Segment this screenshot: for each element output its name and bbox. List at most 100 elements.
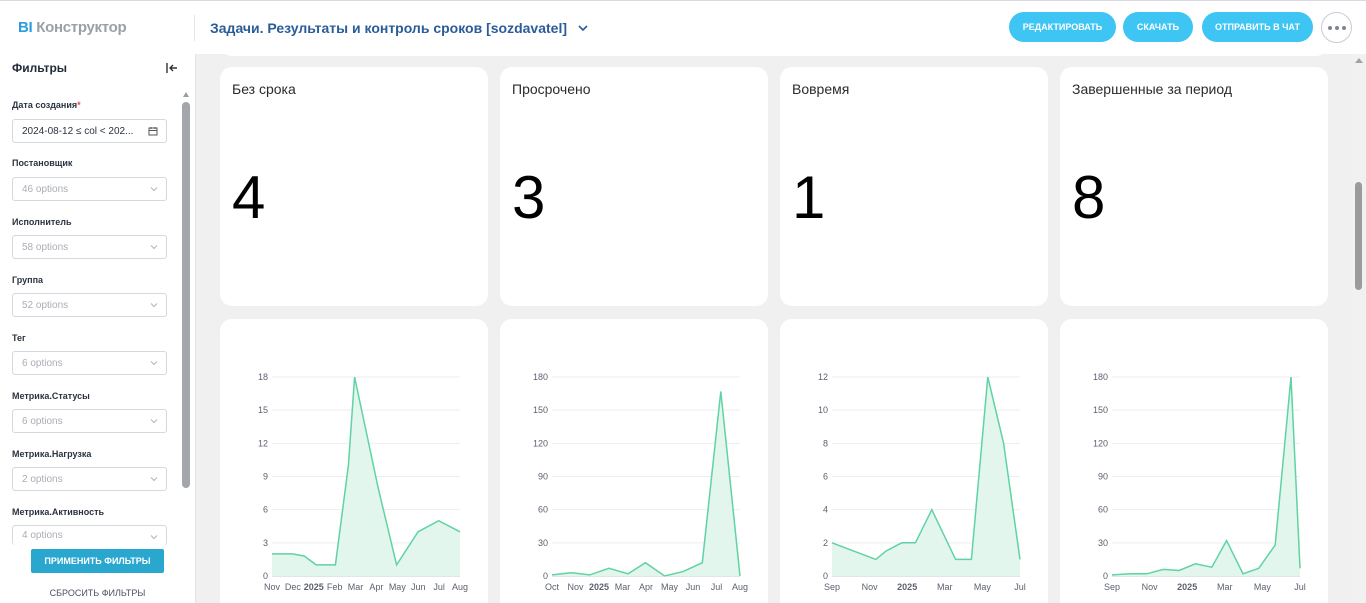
- date-range-input[interactable]: 2024-08-12 ≤ col < 202...: [12, 119, 167, 143]
- filter-label-statuses: Метрика.Статусы: [12, 391, 90, 401]
- x-tick-label: Sep: [824, 582, 840, 592]
- x-tick-label: Aug: [732, 582, 748, 592]
- scroll-up-arrow[interactable]: [1355, 58, 1363, 63]
- filters-sidebar: Фильтры Дата создания* 2024-08-12 ≤ col …: [0, 54, 194, 603]
- x-tick-label: Mar: [348, 582, 364, 592]
- reset-filters-button[interactable]: СБРОСИТЬ ФИЛЬТРЫ: [49, 588, 146, 598]
- area-chart-no-deadline: 0 3 6 9 12 15 18 Nov Dec 2025 Feb Mar Apr May Jun Jul Au…: [258, 372, 468, 592]
- chevron-down-icon: [150, 361, 158, 366]
- dashboard-title[interactable]: Задачи. Результаты и контроль сроков [so…: [210, 20, 567, 36]
- filter-label-group: Группа: [12, 275, 44, 285]
- activity-select[interactable]: 4 options: [12, 525, 167, 545]
- y-tick-label: 9: [263, 472, 268, 482]
- kpi-value: 1: [792, 164, 826, 231]
- x-tick-label: Feb: [327, 582, 343, 592]
- select-value: 58 options: [22, 241, 69, 253]
- author-select[interactable]: 46 options: [12, 177, 167, 201]
- select-value: 6 options: [22, 415, 63, 427]
- chevron-down-icon[interactable]: [576, 21, 590, 35]
- y-tick-label: 18: [258, 372, 268, 382]
- scroll-up-arrow[interactable]: [183, 92, 189, 97]
- edit-button[interactable]: РЕДАКТИРОВАТЬ: [1009, 12, 1116, 42]
- series-line: [831, 376, 1021, 561]
- dot-icon: [1341, 25, 1346, 30]
- group-select[interactable]: 52 options: [12, 293, 167, 317]
- sidebar-scrollbar[interactable]: [182, 102, 190, 488]
- x-tick-label: May: [974, 582, 992, 592]
- x-tick-label: 2025: [897, 582, 917, 592]
- x-tick-label: May: [661, 582, 679, 592]
- send-to-chat-button[interactable]: ОТПРАВИТЬ В ЧАТ: [1202, 12, 1313, 42]
- x-tick-label: Mar: [615, 582, 631, 592]
- y-tick-label: 15: [258, 405, 268, 415]
- area-chart-overdue: 0 30 60 90 120 150 180 Oct Nov 2025 Mar Apr May Jun Ju…: [533, 372, 748, 592]
- y-tick-label: 6: [823, 472, 828, 482]
- statuses-select[interactable]: 6 options: [12, 409, 167, 433]
- date-range-value: 2024-08-12 ≤ col < 202...: [22, 125, 134, 137]
- y-tick-label: 60: [538, 505, 548, 515]
- select-value: 52 options: [22, 299, 69, 311]
- dot-icon: [1327, 25, 1332, 30]
- page-scrollbar[interactable]: [1351, 54, 1366, 603]
- y-tick-label: 0: [1103, 571, 1108, 581]
- load-select[interactable]: 2 options: [12, 467, 167, 491]
- y-tick-label: 3: [263, 538, 268, 548]
- chevron-down-icon: [150, 477, 158, 482]
- y-tick-label: 90: [538, 472, 548, 482]
- series-line: [272, 376, 461, 567]
- x-tick-label: Sep: [1104, 582, 1120, 592]
- apply-filters-button[interactable]: ПРИМЕНИТЬ ФИЛЬТРЫ: [31, 549, 164, 573]
- y-tick-label: 30: [1098, 538, 1108, 548]
- x-tick-label: Dec: [285, 582, 302, 592]
- filters-title: Фильтры: [12, 61, 68, 75]
- filter-label-created-date: Дата создания*: [12, 100, 81, 110]
- filter-label-load: Метрика.Нагрузка: [12, 449, 92, 459]
- y-tick-label: 2: [823, 538, 828, 548]
- dashboard-content: Без срока 4 Просрочено 3 Вовремя 1 Завер…: [195, 54, 1351, 603]
- y-tick-label: 6: [263, 505, 268, 515]
- y-tick-label: 150: [1093, 405, 1108, 415]
- logo-bi: BI: [18, 19, 33, 36]
- chart-card-on-time: 0 2 4 6 8 10 12 Sep Nov 2025 Mar May Jul: [780, 319, 1048, 603]
- more-options-button[interactable]: [1321, 12, 1352, 43]
- x-tick-label: Jul: [1014, 582, 1026, 592]
- y-tick-label: 120: [1093, 438, 1108, 448]
- filter-label-assignee: Исполнитель: [12, 217, 72, 227]
- x-tick-label: Nov: [567, 582, 584, 592]
- chevron-down-icon: [150, 245, 158, 250]
- x-tick-label: 2025: [304, 582, 324, 592]
- top-bar: BI Конструктор Задачи. Результаты и конт…: [0, 0, 1366, 54]
- assignee-select[interactable]: 58 options: [12, 235, 167, 259]
- area-chart-completed: 0 30 60 90 120 150 180 Sep Nov 2025 Mar May Jul: [1093, 372, 1306, 592]
- y-tick-label: 120: [533, 438, 548, 448]
- kpi-title: Завершенные за период: [1072, 81, 1233, 97]
- scrollbar-thumb[interactable]: [1355, 182, 1362, 290]
- download-button[interactable]: СКАЧАТЬ: [1123, 12, 1193, 42]
- y-tick-label: 4: [823, 505, 828, 515]
- select-value: 6 options: [22, 357, 63, 369]
- x-tick-label: Nov: [264, 582, 281, 592]
- kpi-value: 4: [232, 164, 266, 231]
- kpi-card-completed: Завершенные за период 8: [1060, 67, 1328, 306]
- filter-label-text: Дата создания: [12, 100, 78, 110]
- logo-text: Конструктор: [32, 19, 127, 36]
- select-value: 2 options: [22, 473, 63, 485]
- kpi-value: 3: [512, 164, 546, 231]
- y-tick-label: 0: [263, 571, 268, 581]
- x-tick-label: Jul: [433, 582, 445, 592]
- dot-icon: [1334, 25, 1339, 30]
- series-line: [1111, 376, 1301, 576]
- filter-label-tag: Тег: [12, 333, 26, 343]
- x-tick-label: Jun: [686, 582, 701, 592]
- x-tick-label: 2025: [1177, 582, 1197, 592]
- tag-select[interactable]: 6 options: [12, 351, 167, 375]
- kpi-title: Вовремя: [792, 81, 850, 97]
- chevron-down-icon: [150, 303, 158, 308]
- app-logo[interactable]: BI Конструктор: [18, 19, 127, 36]
- area-chart-on-time: 0 2 4 6 8 10 12 Sep Nov 2025 Mar May Jul: [818, 372, 1026, 592]
- x-tick-label: 2025: [589, 582, 609, 592]
- y-tick-label: 180: [1093, 372, 1108, 382]
- y-tick-label: 12: [818, 372, 828, 382]
- collapse-sidebar-icon[interactable]: [165, 61, 179, 75]
- y-tick-label: 90: [1098, 472, 1108, 482]
